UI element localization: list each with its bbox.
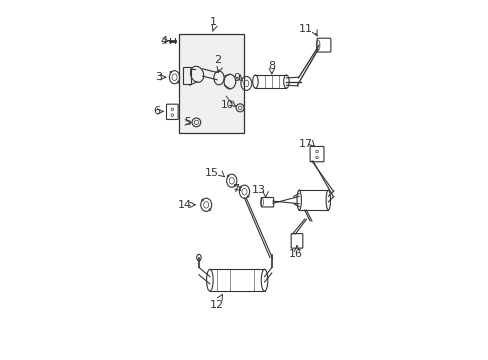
- Text: 10: 10: [221, 100, 234, 110]
- Text: 6: 6: [152, 107, 160, 117]
- Text: 13: 13: [251, 185, 265, 195]
- Text: 9: 9: [233, 73, 240, 83]
- Text: 17: 17: [298, 139, 312, 149]
- Text: 14: 14: [177, 200, 191, 210]
- Text: 1: 1: [209, 17, 217, 27]
- Text: 12: 12: [210, 300, 224, 310]
- Text: 3: 3: [155, 72, 162, 82]
- Text: 2: 2: [213, 55, 221, 65]
- Text: 15: 15: [204, 168, 219, 178]
- Text: 4: 4: [160, 36, 167, 46]
- Text: 7: 7: [231, 184, 239, 194]
- Text: 5: 5: [184, 117, 191, 127]
- Bar: [179, 34, 244, 132]
- Text: 11: 11: [299, 24, 312, 34]
- Bar: [183, 67, 191, 85]
- Text: 16: 16: [288, 248, 302, 258]
- Text: 8: 8: [268, 61, 275, 71]
